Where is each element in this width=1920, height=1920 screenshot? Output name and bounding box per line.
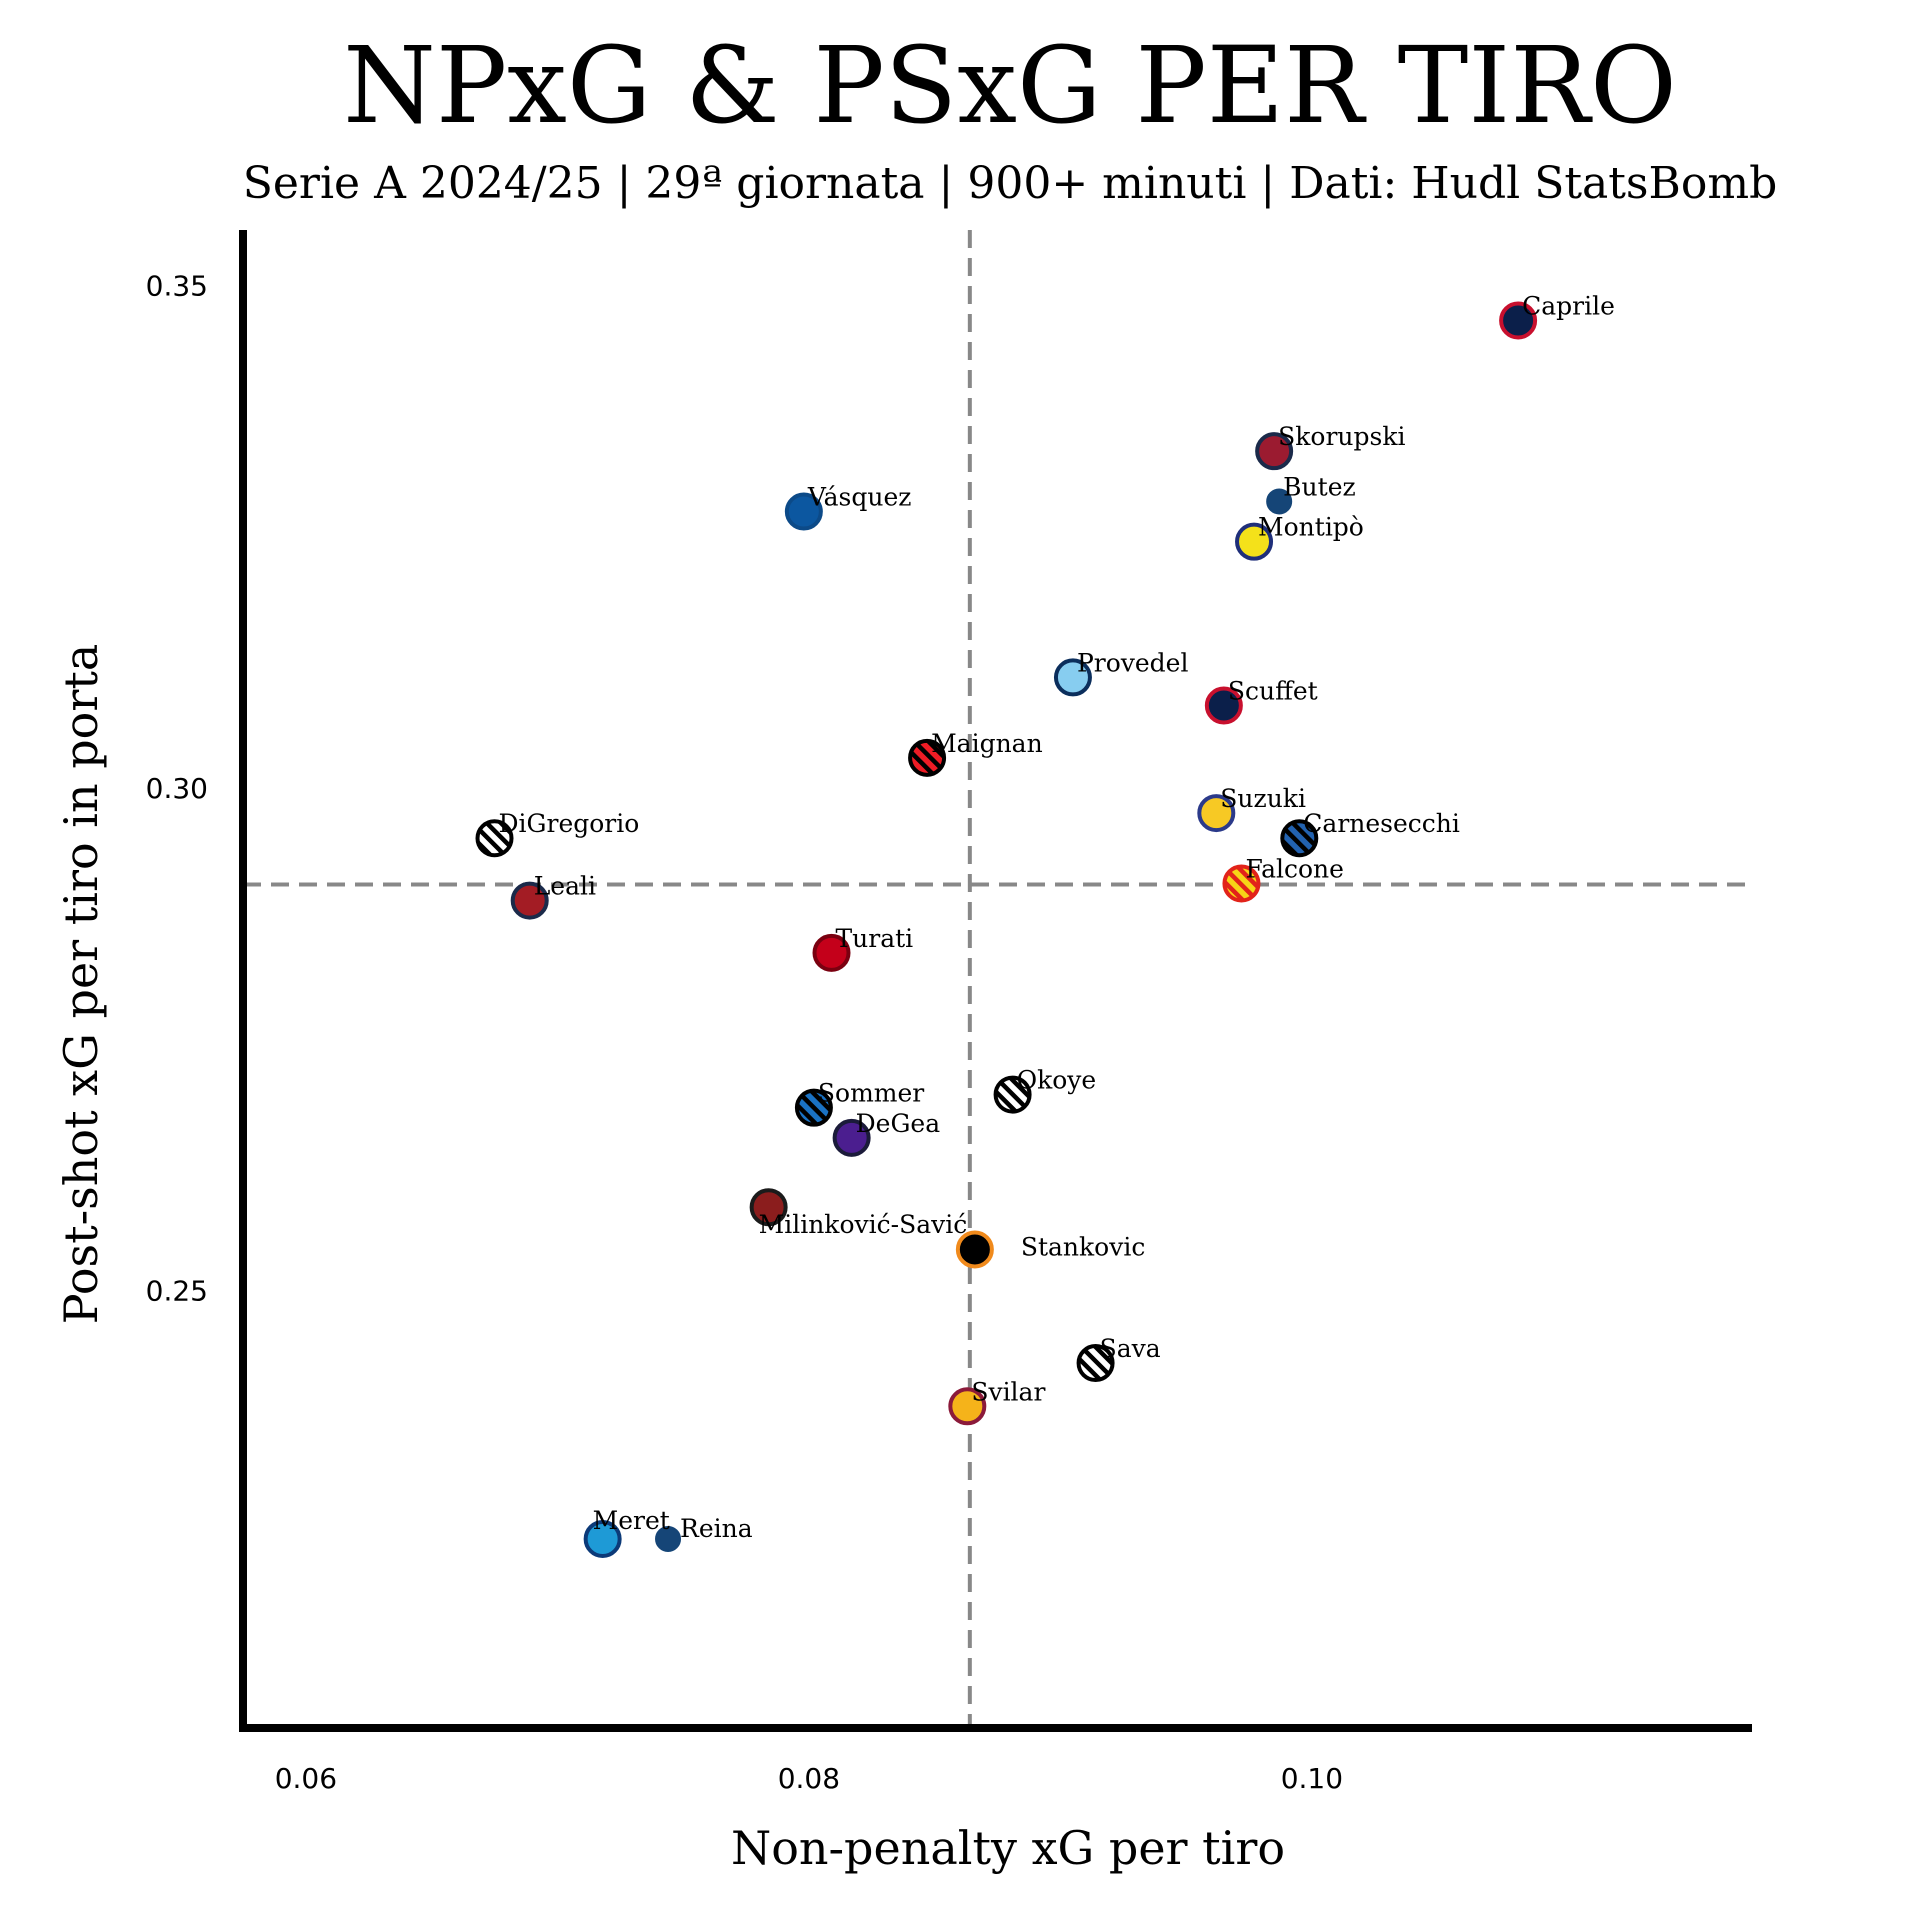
point-stankovic bbox=[955, 1230, 994, 1269]
point-digregorio bbox=[475, 819, 514, 858]
x-tick-label: 0.10 bbox=[1281, 1762, 1343, 1795]
point-svilar bbox=[948, 1387, 987, 1426]
point-okoye bbox=[993, 1075, 1032, 1114]
x-axis-label: Non-penalty xG per tiro bbox=[731, 1821, 1285, 1875]
point-label-okoye: Okoye bbox=[1017, 1066, 1097, 1095]
point-butez bbox=[1266, 488, 1293, 515]
point-labels: Caprile Skorupski Butez Montipò Vásquez Prove… bbox=[499, 291, 1615, 1543]
point-label-milinkovic-savic: Milinković-Savić bbox=[759, 1210, 968, 1239]
point-sommer bbox=[794, 1088, 833, 1127]
point-meret bbox=[583, 1519, 622, 1558]
point-label-svilar: Svilar bbox=[971, 1377, 1045, 1406]
point-label-turati: Turati bbox=[836, 924, 914, 953]
point-label-butez: Butez bbox=[1283, 472, 1356, 501]
y-tick-label: 0.30 bbox=[146, 772, 208, 805]
point-label-meret: Meret bbox=[593, 1506, 670, 1535]
point-sava bbox=[1076, 1344, 1115, 1383]
point-caprile bbox=[1499, 301, 1538, 340]
point-milinkovic-savic bbox=[749, 1188, 788, 1227]
point-label-maignan: Maignan bbox=[931, 729, 1043, 758]
reference-lines bbox=[243, 230, 1752, 1728]
point-label-reina: Reina bbox=[680, 1514, 753, 1543]
axes bbox=[239, 230, 1752, 1732]
data-points bbox=[475, 301, 1538, 1558]
x-tick-label: 0.08 bbox=[778, 1762, 840, 1795]
point-falcone bbox=[1222, 864, 1261, 903]
point-label-leali: Leali bbox=[534, 872, 596, 901]
point-provedel bbox=[1053, 658, 1092, 697]
point-label-caprile: Caprile bbox=[1522, 291, 1615, 320]
point-skorupski bbox=[1255, 432, 1294, 471]
point-carnesecchi bbox=[1280, 819, 1319, 858]
point-turati bbox=[812, 933, 851, 972]
y-tick-label: 0.25 bbox=[146, 1275, 208, 1308]
point-label-digregorio: DiGregorio bbox=[499, 809, 640, 838]
point-suzuki bbox=[1197, 794, 1236, 833]
y-axis-label: Post-shot xG per tiro in porta bbox=[54, 644, 108, 1325]
point-label-falcone: Falcone bbox=[1245, 854, 1344, 883]
point-label-provedel: Provedel bbox=[1077, 648, 1189, 677]
point-label-skorupski: Skorupski bbox=[1278, 422, 1405, 451]
point-label-degea: DeGea bbox=[856, 1109, 941, 1138]
point-scuffet bbox=[1204, 686, 1243, 725]
point-label-sommer: Sommer bbox=[818, 1079, 924, 1108]
point-label-montipo: Montipò bbox=[1258, 513, 1364, 542]
point-reina bbox=[655, 1525, 682, 1552]
chart-subtitle: Serie A 2024/25 | 29ª giornata | 900+ mi… bbox=[243, 158, 1777, 209]
y-tick-label: 0.35 bbox=[146, 269, 208, 302]
chart-title: NPxG & PSxG PER TIRO bbox=[343, 24, 1677, 147]
point-label-suzuki: Suzuki bbox=[1220, 784, 1306, 813]
point-montipo bbox=[1235, 522, 1274, 561]
point-label-stankovic: Stankovic bbox=[1021, 1232, 1146, 1261]
point-maignan bbox=[908, 738, 947, 777]
point-label-vasquez: Vásquez bbox=[807, 483, 912, 512]
point-leali bbox=[510, 881, 549, 920]
tick-labels: 0.06 0.08 0.10 0.25 0.30 0.35 bbox=[146, 269, 1343, 1795]
point-label-carnesecchi: Carnesecchi bbox=[1303, 809, 1460, 838]
x-tick-label: 0.06 bbox=[275, 1762, 337, 1795]
point-label-sava: Sava bbox=[1100, 1334, 1161, 1363]
point-label-scuffet: Scuffet bbox=[1228, 677, 1318, 706]
point-degea bbox=[832, 1118, 871, 1157]
point-vasquez bbox=[784, 492, 823, 531]
